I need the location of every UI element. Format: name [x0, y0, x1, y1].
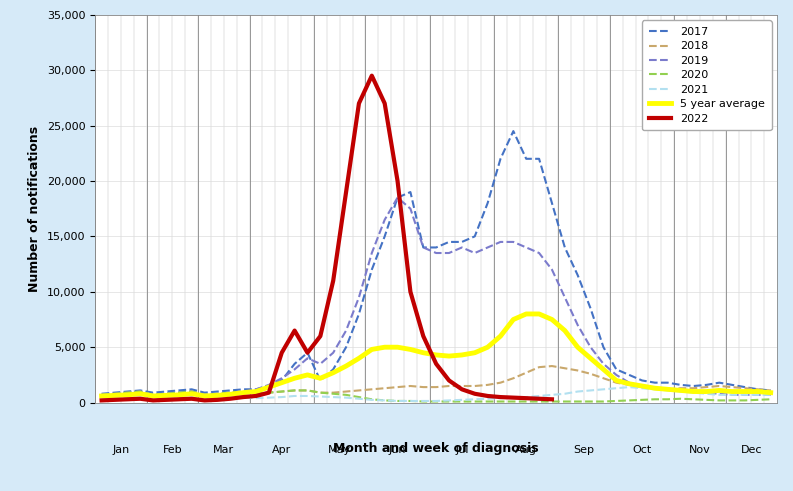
5 year average: [766, 390, 776, 396]
Text: Nov: Nov: [689, 445, 711, 455]
2020: [97, 392, 106, 398]
2017: [277, 378, 286, 383]
2018: [97, 392, 106, 398]
2021: [393, 398, 402, 404]
2019: [508, 239, 518, 245]
2019: [702, 390, 711, 396]
2017: [766, 387, 776, 393]
Text: May: May: [328, 445, 351, 455]
2021: [547, 392, 557, 398]
5 year average: [534, 311, 544, 317]
2018: [547, 363, 557, 369]
Text: Oct: Oct: [632, 445, 652, 455]
Y-axis label: Number of notifications: Number of notifications: [29, 126, 41, 292]
2020: [547, 399, 557, 405]
Line: 2018: 2018: [102, 366, 771, 395]
Text: Aug: Aug: [515, 445, 537, 455]
Line: 2021: 2021: [102, 387, 771, 401]
Text: Jun: Jun: [389, 445, 406, 455]
2020: [522, 399, 531, 405]
2017: [97, 391, 106, 397]
Text: Sep: Sep: [573, 445, 595, 455]
2021: [534, 393, 544, 399]
2020: [766, 396, 776, 402]
2020: [277, 388, 286, 394]
2021: [277, 394, 286, 400]
2017: [624, 372, 634, 378]
2018: [496, 380, 505, 385]
2020: [638, 397, 647, 403]
2018: [702, 384, 711, 390]
Text: Jul: Jul: [455, 445, 469, 455]
5 year average: [277, 380, 286, 385]
2018: [483, 382, 492, 388]
Text: Feb: Feb: [163, 445, 182, 455]
2017: [483, 200, 492, 206]
2017: [702, 382, 711, 388]
X-axis label: Month and week of diagnosis: Month and week of diagnosis: [333, 441, 539, 455]
5 year average: [97, 393, 106, 399]
2018: [522, 370, 531, 376]
Text: Dec: Dec: [741, 445, 762, 455]
2019: [97, 392, 106, 398]
Text: Mar: Mar: [213, 445, 235, 455]
2022: [496, 394, 505, 400]
5 year average: [483, 344, 492, 350]
2021: [508, 395, 518, 401]
2018: [624, 382, 634, 388]
2021: [766, 392, 776, 398]
2019: [393, 194, 402, 200]
Text: Jan: Jan: [113, 445, 129, 455]
2019: [766, 392, 776, 398]
5 year average: [624, 381, 634, 387]
2017: [508, 128, 518, 134]
2021: [496, 395, 505, 401]
5 year average: [522, 311, 531, 317]
Line: 2019: 2019: [102, 197, 771, 395]
2020: [290, 387, 300, 393]
Line: 2017: 2017: [102, 131, 771, 394]
2018: [766, 387, 776, 393]
5 year average: [496, 333, 505, 339]
2020: [508, 399, 518, 405]
2022: [522, 395, 531, 401]
2018: [277, 388, 286, 394]
2019: [496, 239, 505, 245]
Line: 2020: 2020: [102, 390, 771, 402]
2021: [624, 384, 634, 390]
2019: [624, 380, 634, 385]
2019: [277, 375, 286, 381]
2019: [534, 250, 544, 256]
Line: 2022: 2022: [102, 76, 552, 400]
2022: [483, 393, 492, 399]
Legend: 2017, 2018, 2019, 2020, 2021, 5 year average, 2022: 2017, 2018, 2019, 2020, 2021, 5 year ave…: [642, 20, 772, 130]
2021: [638, 385, 647, 391]
2022: [97, 397, 106, 403]
2017: [534, 156, 544, 162]
2022: [277, 350, 286, 355]
Line: 5 year average: 5 year average: [102, 314, 771, 396]
2020: [560, 399, 569, 405]
Text: Apr: Apr: [272, 445, 291, 455]
5 year average: [702, 388, 711, 394]
2017: [496, 156, 505, 162]
2020: [419, 399, 428, 405]
2021: [97, 396, 106, 402]
